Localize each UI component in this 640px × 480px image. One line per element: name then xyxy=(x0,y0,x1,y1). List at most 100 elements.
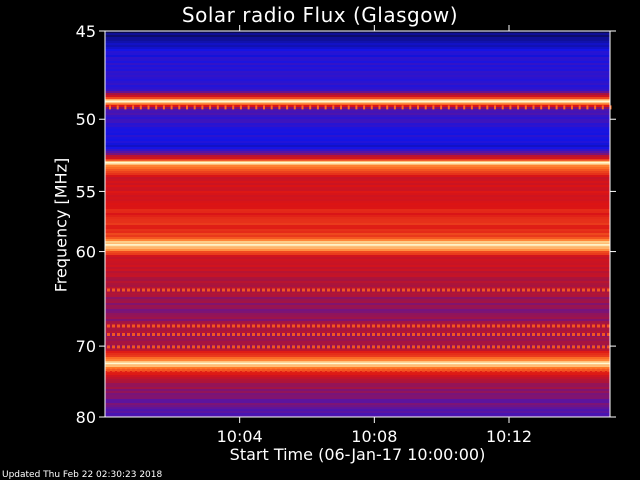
interference-dot xyxy=(522,288,525,292)
interference-dot xyxy=(587,288,590,292)
interference-dot xyxy=(297,324,300,328)
interference-dot xyxy=(247,368,250,372)
interference-dot xyxy=(517,324,520,328)
interference-dot xyxy=(347,288,350,292)
spectrogram-row xyxy=(105,257,610,260)
periodic-marker xyxy=(424,105,427,110)
interference-dot xyxy=(242,345,245,349)
spectrogram-row xyxy=(105,409,610,412)
interference-dot xyxy=(122,324,125,328)
interference-dot xyxy=(412,288,415,292)
periodic-marker xyxy=(347,105,350,110)
spectrogram-row xyxy=(105,329,610,332)
spectrogram-row xyxy=(105,307,610,310)
spectrogram-row xyxy=(105,207,610,210)
interference-dot xyxy=(397,345,400,349)
spectrogram-row xyxy=(105,45,610,48)
interference-dot xyxy=(222,324,225,328)
spectrogram-row xyxy=(105,187,610,190)
interference-dot xyxy=(187,288,190,292)
interference-dot xyxy=(122,288,125,292)
periodic-marker xyxy=(178,105,181,110)
spectrogram-row xyxy=(105,355,610,358)
spectrogram-row xyxy=(105,269,610,272)
interference-dot xyxy=(157,288,160,292)
periodic-marker xyxy=(370,105,373,110)
spectrogram-row xyxy=(105,191,610,194)
spectrogram-row xyxy=(105,63,610,66)
interference-dot xyxy=(372,368,375,372)
interference-dot xyxy=(417,345,420,349)
interference-dot xyxy=(192,288,195,292)
interference-dot xyxy=(377,288,380,292)
interference-dot xyxy=(287,324,290,328)
interference-dot xyxy=(212,288,215,292)
interference-dot xyxy=(287,333,290,336)
interference-dot xyxy=(197,333,200,336)
interference-dot xyxy=(302,333,305,336)
interference-dot xyxy=(547,288,550,292)
spectrogram-row xyxy=(105,215,610,218)
interference-dot xyxy=(477,345,480,349)
interference-dot xyxy=(327,333,330,336)
spectrogram-row xyxy=(105,223,610,226)
spectrogram-row xyxy=(105,285,610,288)
interference-dot xyxy=(317,368,320,372)
spectrogram-row xyxy=(105,295,610,298)
interference-dot xyxy=(237,288,240,292)
periodic-marker xyxy=(316,105,319,110)
interference-dot xyxy=(422,345,425,349)
spectrogram-row xyxy=(105,89,610,92)
spectrogram-row xyxy=(105,335,610,338)
spectrogram-row xyxy=(105,383,610,386)
interference-dot xyxy=(222,333,225,336)
spectrogram-row xyxy=(105,181,610,184)
interference-dot xyxy=(232,345,235,349)
interference-dot xyxy=(492,368,495,372)
interference-dot xyxy=(107,324,110,328)
interference-dot xyxy=(597,368,600,372)
interference-dot xyxy=(577,324,580,328)
interference-dot xyxy=(532,324,535,328)
interference-dot xyxy=(202,324,205,328)
interference-dot xyxy=(307,333,310,336)
interference-dot xyxy=(207,368,210,372)
periodic-marker xyxy=(555,105,558,110)
interference-dot xyxy=(302,288,305,292)
x-tick-label: 10:08 xyxy=(351,427,397,446)
interference-dot xyxy=(427,324,430,328)
interference-dot xyxy=(257,345,260,349)
spectrogram-row xyxy=(105,103,610,106)
interference-dot xyxy=(397,368,400,372)
spectrogram-row xyxy=(105,95,610,98)
interference-dot xyxy=(117,345,120,349)
interference-dot xyxy=(272,333,275,336)
interference-dot xyxy=(482,345,485,349)
spectrogram-row xyxy=(105,279,610,282)
y-tick-label: 60 xyxy=(76,243,96,262)
interference-dot xyxy=(477,333,480,336)
interference-dot xyxy=(287,368,290,372)
interference-dot xyxy=(247,345,250,349)
interference-dot xyxy=(512,333,515,336)
interference-dot xyxy=(602,288,605,292)
interference-dot xyxy=(532,333,535,336)
interference-dot xyxy=(517,345,520,349)
periodic-marker xyxy=(239,105,242,110)
spectrogram-row xyxy=(105,405,610,408)
interference-dot xyxy=(297,333,300,336)
interference-dot xyxy=(507,333,510,336)
interference-dot xyxy=(607,333,610,336)
spectrogram-row xyxy=(105,65,610,68)
interference-dot xyxy=(112,345,115,349)
interference-dot xyxy=(152,288,155,292)
interference-dot xyxy=(127,345,130,349)
interference-dot xyxy=(452,333,455,336)
interference-dot xyxy=(457,333,460,336)
interference-dot xyxy=(567,288,570,292)
interference-dot xyxy=(552,345,555,349)
interference-dot xyxy=(387,345,390,349)
interference-dot xyxy=(197,288,200,292)
interference-dot xyxy=(602,333,605,336)
interference-dot xyxy=(312,324,315,328)
